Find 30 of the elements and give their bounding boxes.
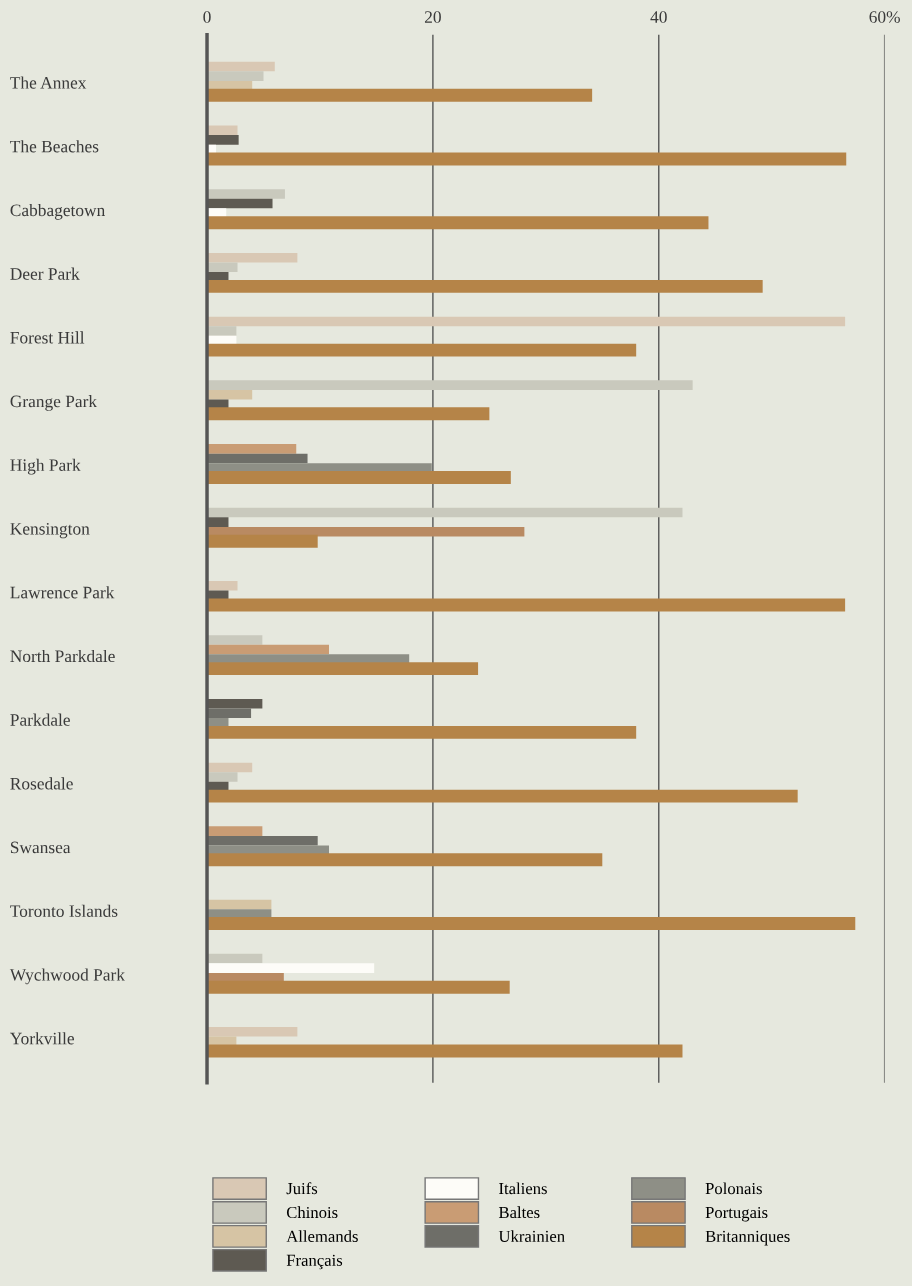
y-tick-label: Wychwood Park: [9, 968, 125, 985]
x-tick-label: 60%: [869, 11, 900, 23]
y-tick-label: Grange Park: [10, 395, 98, 411]
x-tick-label: 40: [650, 11, 667, 23]
y-tick-label: Yorkville: [10, 1032, 74, 1045]
legend-label: Polonais: [705, 1182, 762, 1195]
x-tick-label: 0: [203, 11, 211, 23]
legend-label: Français: [286, 1254, 343, 1270]
y-tick-label: High Park: [10, 458, 81, 475]
y-tick-label: Kensington: [10, 523, 90, 539]
y-tick-label: The Beaches: [10, 140, 99, 153]
legend-label: Juifs: [286, 1182, 318, 1195]
y-tick-label: Cabbagetown: [10, 203, 105, 220]
legend-label: Ukrainien: [498, 1230, 565, 1242]
y-tick-label: Lawrence Park: [10, 586, 115, 599]
legend-label: Britanniques: [705, 1230, 790, 1246]
legend-label: Allemands: [286, 1230, 358, 1242]
y-tick-label: The Annex: [10, 76, 87, 89]
y-tick-label: Toronto Islands: [10, 904, 118, 917]
y-tick-label: Parkdale: [10, 713, 70, 726]
y-tick-label: North Parkdale: [10, 649, 115, 663]
legend-label: Chinois: [286, 1206, 338, 1219]
legend-label: Italiens: [499, 1182, 547, 1195]
y-tick-label: Swansea: [10, 841, 71, 854]
y-tick-label: Rosedale: [10, 777, 73, 790]
legend-label: Baltes: [498, 1206, 540, 1219]
y-tick-label: Forest Hill: [10, 331, 85, 344]
y-tick-label: Deer Park: [10, 267, 80, 280]
x-tick-label: 20: [424, 11, 441, 23]
legend-label: Portugais: [705, 1206, 768, 1222]
